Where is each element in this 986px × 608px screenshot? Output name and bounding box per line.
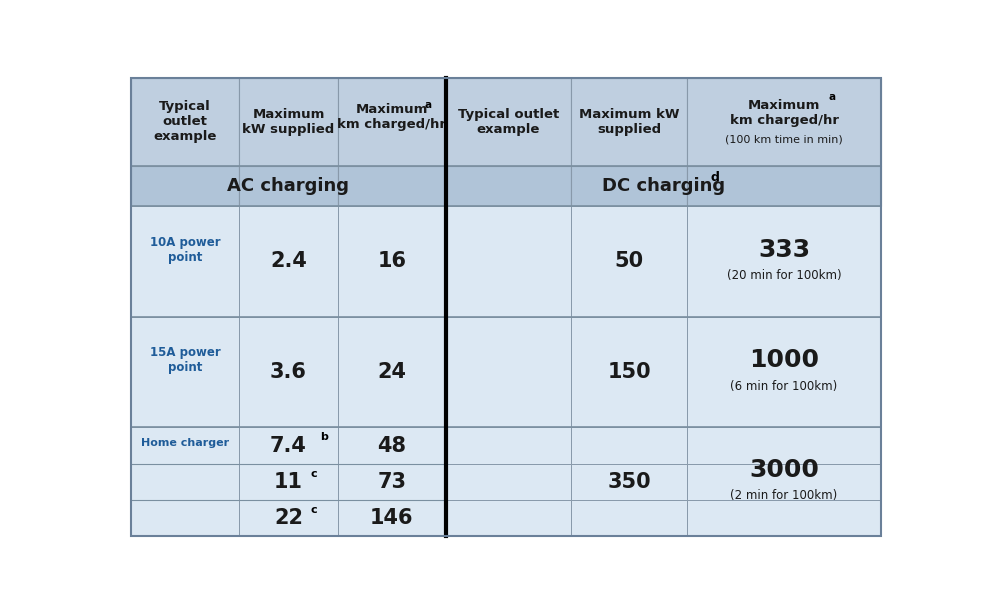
Bar [131,317,239,427]
Bar [446,78,570,166]
Text: 350: 350 [606,472,650,492]
Bar [446,206,570,317]
Bar [131,78,239,166]
Text: 11: 11 [274,472,303,492]
Text: 1000: 1000 [748,348,818,373]
Text: 3000: 3000 [748,458,818,482]
Bar [239,166,337,206]
Text: Home charger: Home charger [141,438,229,448]
Bar [686,317,880,427]
Bar [239,78,337,166]
Bar [337,166,446,206]
Text: 48: 48 [377,435,406,455]
Bar [131,464,239,500]
Bar [686,500,880,536]
Text: (20 min for 100km): (20 min for 100km) [726,269,840,282]
Bar [686,464,880,500]
Text: 10A power
point: 10A power point [150,236,220,264]
Text: 73: 73 [377,472,406,492]
Bar [131,427,239,464]
Bar [239,206,337,317]
Text: 146: 146 [370,508,413,528]
Text: 15A power
point: 15A power point [150,347,220,375]
Text: 24: 24 [377,362,406,382]
Bar [446,427,570,464]
Bar [239,427,337,464]
Text: (2 min for 100km): (2 min for 100km) [730,489,837,502]
Bar [570,78,686,166]
Text: c: c [311,505,317,515]
Bar [337,464,446,500]
Text: Maximum
km charged/hr: Maximum km charged/hr [337,103,446,131]
Bar [446,317,570,427]
Text: Maximum kW
supplied: Maximum kW supplied [578,108,678,136]
Text: 333: 333 [757,238,810,262]
Bar [686,166,880,206]
Text: Maximum
kW supplied: Maximum kW supplied [243,108,334,136]
Bar [446,500,570,536]
Bar [570,500,686,536]
Bar [337,427,446,464]
Bar [239,500,337,536]
Bar [686,78,880,166]
Bar [337,206,446,317]
Bar [570,464,686,500]
Bar [686,206,880,317]
Text: 16: 16 [377,252,406,272]
Bar [686,427,880,464]
Bar [239,317,337,427]
Text: Typical outlet
example: Typical outlet example [458,108,558,136]
Text: (6 min for 100km): (6 min for 100km) [730,379,837,393]
Text: (100 km time in min): (100 km time in min) [725,134,842,145]
Bar [446,166,570,206]
Text: Typical
outlet
example: Typical outlet example [153,100,217,143]
Bar [131,166,239,206]
Text: 7.4: 7.4 [270,435,307,455]
Bar [570,166,686,206]
Text: DC charging: DC charging [601,177,724,195]
Text: 22: 22 [274,508,303,528]
Bar [570,317,686,427]
Text: 50: 50 [614,252,643,272]
Bar [337,317,446,427]
Bar [131,206,239,317]
Bar [570,427,686,464]
Text: AC charging: AC charging [227,177,349,195]
Text: 3.6: 3.6 [270,362,307,382]
Bar [446,464,570,500]
Bar [570,206,686,317]
Bar [131,500,239,536]
Text: a: a [424,100,431,111]
Text: Maximum
km charged/hr: Maximum km charged/hr [729,99,838,127]
Text: 2.4: 2.4 [270,252,307,272]
Bar [337,500,446,536]
Text: c: c [311,469,317,478]
Text: a: a [827,92,835,102]
Text: 150: 150 [606,362,650,382]
Text: d: d [710,171,719,184]
Bar [239,464,337,500]
Bar [337,78,446,166]
Text: b: b [319,432,327,442]
